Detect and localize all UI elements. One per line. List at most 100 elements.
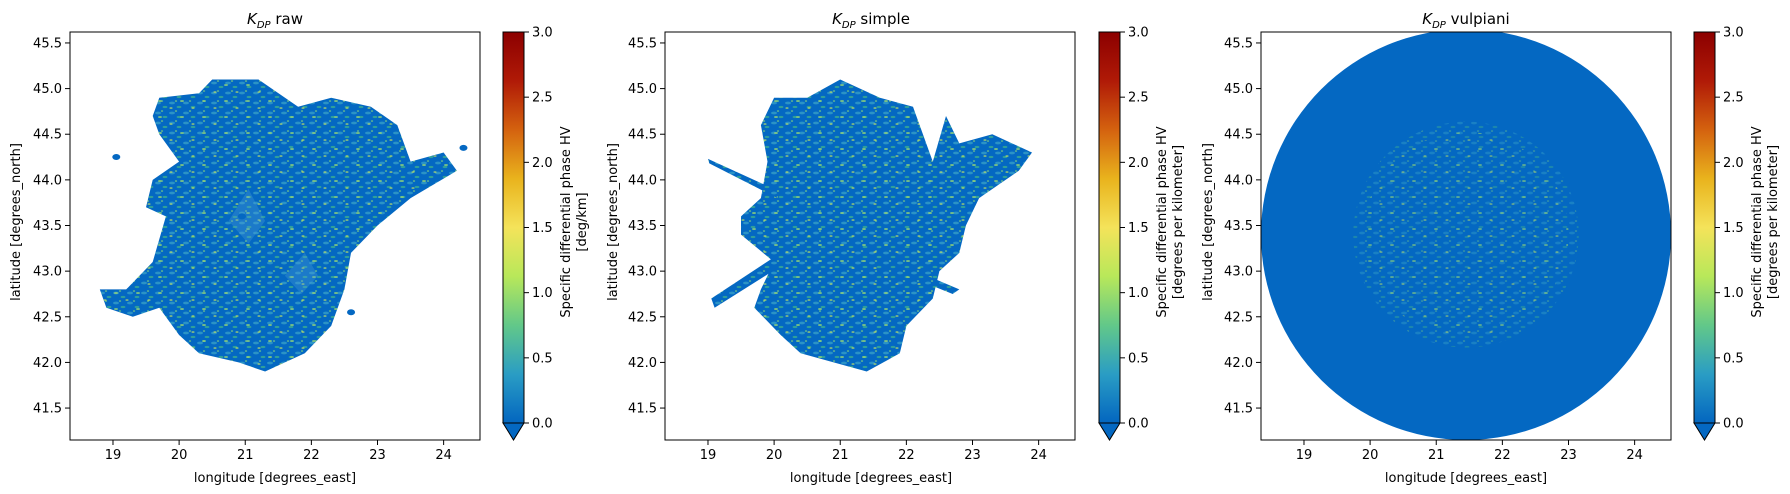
isolated-echo <box>112 154 121 161</box>
axes-frame <box>69 31 481 441</box>
colorbar-tick-label: 2.5 <box>532 91 553 106</box>
colorbar-tick-label: 0.0 <box>532 417 553 432</box>
y-tick-label: 45.5 <box>628 36 657 51</box>
x-tick-label: 19 <box>700 448 717 463</box>
x-tick-label: 20 <box>171 448 188 463</box>
y-tick-label: 42.0 <box>33 356 62 371</box>
y-tick-label: 43.5 <box>1224 219 1253 234</box>
y-tick-label: 42.5 <box>33 310 62 325</box>
y-tick-label: 43.5 <box>628 219 657 234</box>
colorbar-gradient <box>1694 32 1715 423</box>
plot-area: 19 20 21 22 23 24 41.5 42.0 42.5 43.0 43.5 44.0 44.5… <box>628 31 1076 463</box>
colorbar: 0.0 0.5 1.0 1.5 2.0 2.5 3.0 <box>1693 26 1744 441</box>
colorbar-gradient <box>1099 32 1120 423</box>
y-tick-label: 43.0 <box>628 265 657 280</box>
colorbar-label-line2: [degrees per kilometer] <box>1766 145 1781 299</box>
y-tick-label: 45.5 <box>1224 36 1253 51</box>
y-tick-label: 43.0 <box>33 265 62 280</box>
y-tick-label: 45.0 <box>628 82 657 97</box>
colorbar-tick-label: 1.5 <box>1723 221 1744 236</box>
x-tick-label: 24 <box>1030 448 1047 463</box>
colorbar-tick-label: 3.0 <box>1128 26 1149 41</box>
y-axis-label: latitude [degrees_north] <box>606 143 621 301</box>
y-tick-label: 41.5 <box>628 402 657 417</box>
y-tick-label: 42.5 <box>1224 310 1253 325</box>
isolated-echo <box>459 144 468 151</box>
panel-kdp-vulpiani: 19 20 21 22 23 24 41.5 42.0 42.5 43.0 43.5 44.0 44.5… <box>1201 10 1781 486</box>
data-field <box>708 79 1032 372</box>
colorbar-tick-label: 3.0 <box>1723 26 1744 41</box>
x-tick-label: 24 <box>435 448 452 463</box>
y-axis-label: latitude [degrees_north] <box>9 143 24 301</box>
colorbar-tick-label: 1.0 <box>1128 286 1149 301</box>
colorbar-tick-label: 0.5 <box>532 351 553 366</box>
colorbar-tick-label: 0.0 <box>1128 417 1149 432</box>
x-axis-label: longitude [degrees_east] <box>790 471 952 486</box>
beam-streak <box>873 252 960 294</box>
x-tick-label: 19 <box>1296 448 1313 463</box>
colorbar-extend-triangle <box>1098 422 1121 441</box>
colorbar-tick-label: 2.5 <box>1128 91 1149 106</box>
axes-frame <box>664 31 1076 441</box>
x-tick-label: 21 <box>237 448 254 463</box>
echo-highlights <box>99 79 457 372</box>
x-axis-label: longitude [degrees_east] <box>1385 471 1547 486</box>
isolated-echo <box>347 309 356 316</box>
colorbar-tick-label: 0.5 <box>1128 351 1149 366</box>
colorbar-label-line1: Specific differential phase HV <box>559 126 574 317</box>
x-tick-label: 23 <box>964 448 981 463</box>
plot-area: 19 20 21 22 23 24 41.5 42.0 42.5 43.0 43.5 44.0 44.5… <box>33 31 481 463</box>
y-tick-label: 41.5 <box>33 402 62 417</box>
beam-streak <box>708 158 778 199</box>
colorbar-tick-label: 2.5 <box>1723 91 1744 106</box>
colorbar-label-line2: [deg/km] <box>575 192 590 251</box>
x-tick-label: 23 <box>1560 448 1577 463</box>
colorbar-tick-label: 1.5 <box>532 221 553 236</box>
colorbar-tick-label: 1.0 <box>532 286 553 301</box>
colorbar-label-line1: Specific differential phase HV <box>1750 126 1765 317</box>
colorbar-label-line2: [degrees per kilometer] <box>1171 145 1186 299</box>
y-tick-label: 43.0 <box>1224 265 1253 280</box>
panel-title: KDP simple <box>832 10 910 31</box>
x-tick-label: 22 <box>303 448 320 463</box>
colorbar-tick-label: 0.0 <box>1723 417 1744 432</box>
y-tick-label: 44.5 <box>33 128 62 143</box>
y-tick-label: 41.5 <box>1224 402 1253 417</box>
panel-title: KDP raw <box>247 10 303 31</box>
colorbar: 0.0 0.5 1.0 1.5 2.0 2.5 3.0 <box>1098 26 1149 441</box>
echo-highlights <box>741 79 1032 372</box>
x-tick-label: 22 <box>1494 448 1511 463</box>
x-tick-label: 23 <box>369 448 386 463</box>
sparse-area <box>228 189 266 244</box>
x-axis-label: longitude [degrees_east] <box>194 471 356 486</box>
x-tick-label: 20 <box>1362 448 1379 463</box>
y-tick-label: 44.5 <box>1224 128 1253 143</box>
sparse-area <box>284 252 318 294</box>
colorbar-tick-label: 0.5 <box>1723 351 1744 366</box>
colorbar-label-line1: Specific differential phase HV <box>1155 126 1170 317</box>
colorbar-tick-label: 1.5 <box>1128 221 1149 236</box>
y-tick-label: 44.0 <box>628 173 657 188</box>
colorbar-tick-label: 2.0 <box>1128 156 1149 171</box>
isolated-echo <box>237 213 246 220</box>
panel-kdp-simple: 19 20 21 22 23 24 41.5 42.0 42.5 43.0 43.5 44.0 44.5… <box>606 10 1186 486</box>
colorbar-tick-label: 1.0 <box>1723 286 1744 301</box>
y-tick-label: 42.0 <box>628 356 657 371</box>
colorbar-extend-triangle <box>1693 422 1716 441</box>
y-tick-label: 44.5 <box>628 128 657 143</box>
y-tick-label: 42.0 <box>1224 356 1253 371</box>
x-tick-label: 20 <box>766 448 783 463</box>
panel-title: KDP vulpiani <box>1422 10 1509 31</box>
y-axis-label: latitude [degrees_north] <box>1201 143 1216 301</box>
y-tick-label: 45.0 <box>33 82 62 97</box>
colorbar: 0.0 0.5 1.0 1.5 2.0 2.5 3.0 <box>502 26 553 441</box>
x-tick-label: 21 <box>832 448 849 463</box>
plot-area: 19 20 21 22 23 24 41.5 42.0 42.5 43.0 43.5 44.0 44.5… <box>1224 31 1672 463</box>
colorbar-extend-triangle <box>502 422 525 441</box>
y-tick-label: 43.5 <box>33 219 62 234</box>
y-tick-label: 42.5 <box>628 310 657 325</box>
x-tick-label: 19 <box>105 448 122 463</box>
colorbar-tick-label: 3.0 <box>532 26 553 41</box>
x-tick-label: 22 <box>898 448 915 463</box>
